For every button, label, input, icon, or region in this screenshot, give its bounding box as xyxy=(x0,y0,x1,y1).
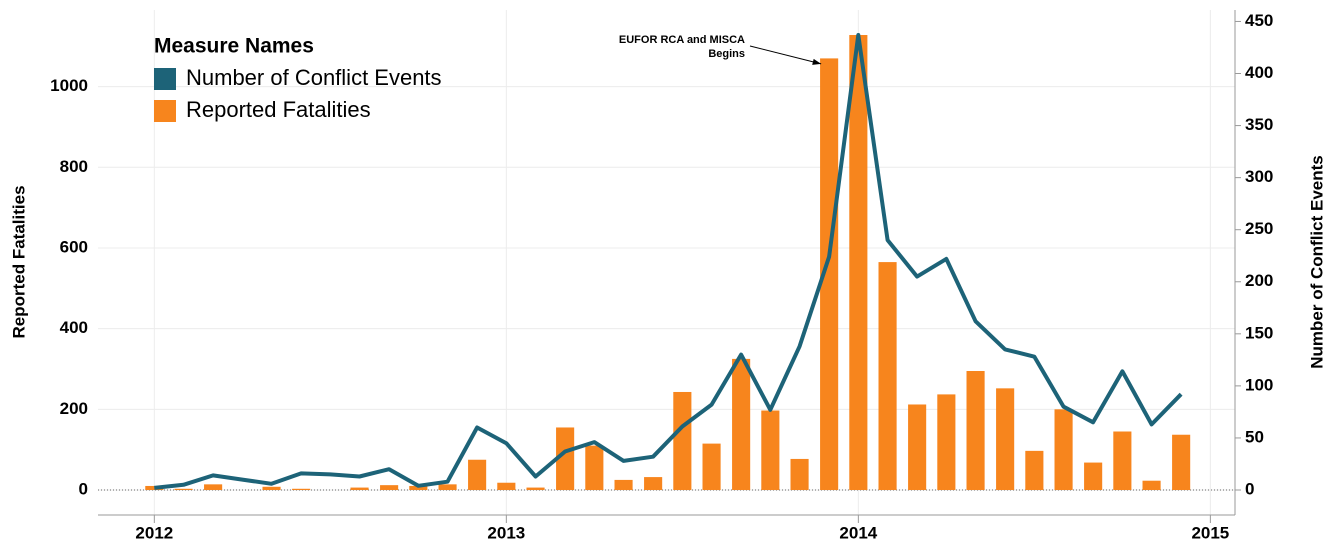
bar xyxy=(732,358,751,490)
y-tick-label: 1000 xyxy=(50,76,88,95)
bar xyxy=(204,484,223,490)
bar xyxy=(468,459,487,490)
legend-title: Measure Names xyxy=(154,35,314,58)
bar xyxy=(497,482,516,490)
bar xyxy=(1054,409,1073,490)
bar xyxy=(438,484,457,490)
bar xyxy=(1084,462,1103,490)
y-tick-label: 800 xyxy=(60,157,88,176)
legend-swatch xyxy=(154,68,176,90)
y2-tick-label: 450 xyxy=(1245,11,1273,30)
bar xyxy=(1142,480,1161,490)
bar xyxy=(908,404,927,490)
annotation: EUFOR RCA and MISCA xyxy=(619,34,745,46)
bar xyxy=(790,458,809,490)
y2-tick-label: 50 xyxy=(1245,427,1264,446)
y2-axis-label: Number of Conflict Events xyxy=(1307,155,1326,368)
bar xyxy=(262,486,281,490)
annotation-arrow xyxy=(749,45,822,65)
bar xyxy=(1025,450,1044,490)
bar xyxy=(350,487,369,490)
y2-tick-label: 200 xyxy=(1245,271,1273,290)
bar xyxy=(966,371,985,490)
y-axis-label: Reported Fatalities xyxy=(9,185,28,338)
y2-tick-label: 300 xyxy=(1245,167,1273,186)
bar xyxy=(380,485,399,490)
legend-swatch xyxy=(154,100,176,122)
bar xyxy=(644,477,663,490)
bar xyxy=(526,487,545,490)
y-tick-label: 200 xyxy=(60,399,88,418)
x-tick-label: 2015 xyxy=(1191,523,1229,542)
y-tick-label: 600 xyxy=(60,237,88,256)
y-tick-label: 400 xyxy=(60,318,88,337)
bar xyxy=(1113,431,1132,490)
x-tick-label: 2014 xyxy=(839,523,877,542)
y2-tick-label: 400 xyxy=(1245,63,1273,82)
legend-item: Reported Fatalities xyxy=(186,97,371,122)
bar xyxy=(614,479,633,490)
bar xyxy=(292,488,311,490)
bar xyxy=(409,485,428,490)
bar xyxy=(761,410,780,490)
bar xyxy=(937,394,956,490)
annotation-arrowhead xyxy=(812,58,822,65)
y2-tick-label: 250 xyxy=(1245,219,1273,238)
y-tick-label: 0 xyxy=(79,479,88,498)
bar xyxy=(702,443,721,490)
bar xyxy=(996,388,1015,490)
bar xyxy=(1172,434,1191,490)
bar xyxy=(849,35,868,490)
bar xyxy=(174,488,193,490)
bar xyxy=(673,391,692,490)
annotation: Begins xyxy=(708,48,745,60)
x-tick-label: 2012 xyxy=(135,523,173,542)
bar xyxy=(878,262,897,490)
bar xyxy=(556,427,575,490)
grid xyxy=(98,10,1235,515)
bar xyxy=(820,58,839,490)
x-tick-label: 2013 xyxy=(487,523,525,542)
y2-tick-label: 0 xyxy=(1245,479,1254,498)
y2-tick-label: 100 xyxy=(1245,375,1273,394)
y2-tick-label: 150 xyxy=(1245,323,1273,342)
y2-tick-label: 350 xyxy=(1245,115,1273,134)
bar xyxy=(585,445,604,490)
line xyxy=(154,33,1183,490)
legend-item: Number of Conflict Events xyxy=(186,65,442,90)
